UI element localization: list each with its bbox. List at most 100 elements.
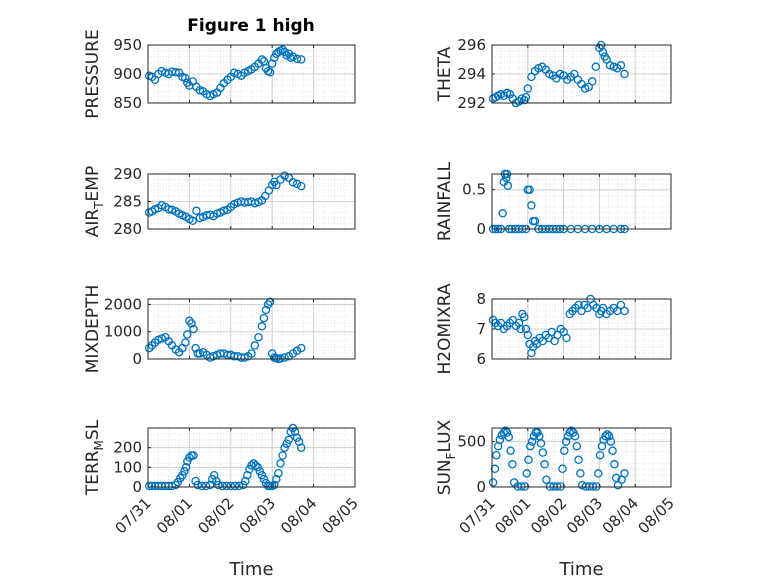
data-point [595, 450, 605, 460]
data-point [610, 460, 619, 469]
y-axis-label: AIRTEMP [83, 166, 106, 237]
y-axis-label: SUNFLUX [435, 419, 458, 495]
y-tick-label: 6 [476, 350, 486, 368]
data-point [492, 450, 501, 460]
data-point [501, 426, 510, 435]
data-point [576, 469, 585, 478]
y-tick-label: 285 [113, 193, 142, 211]
data-point [278, 451, 287, 460]
x-tick-label: 08/02 [527, 494, 570, 537]
data-point [503, 181, 513, 191]
data-point [197, 481, 207, 491]
data-point [284, 435, 294, 445]
data-point [536, 439, 546, 448]
data-point [181, 338, 190, 347]
data-point [526, 441, 535, 451]
y-axis-label: TERRMSL [83, 419, 106, 496]
data-point [542, 475, 551, 484]
data-point [171, 68, 180, 77]
data-point [527, 348, 536, 358]
data-point [616, 61, 626, 70]
data-point [185, 453, 194, 462]
data-point [218, 481, 227, 491]
x-tick-label: 08/03 [563, 494, 606, 537]
data-point [292, 433, 302, 443]
data-point [157, 334, 166, 343]
data-point [508, 460, 517, 469]
data-point [144, 481, 154, 491]
axes-frame [147, 427, 356, 488]
data-point [259, 474, 269, 484]
data-point [521, 92, 531, 102]
x-tick-label: 07/31 [112, 494, 155, 537]
subplot-8: 0 500SUNFLUX07/3108/0108/0208/0308/0408/0… [435, 419, 678, 580]
data-point [272, 180, 281, 190]
data-point [229, 68, 239, 78]
data-point [296, 181, 306, 191]
y-axis-label: THETA [435, 46, 455, 102]
data-point [267, 59, 277, 68]
data-point [280, 171, 289, 180]
data-point [604, 431, 614, 441]
data-point [192, 206, 201, 216]
data-point [292, 346, 302, 356]
data-point [205, 480, 215, 490]
data-point [540, 460, 549, 469]
data-point [189, 451, 198, 460]
x-tick-label: 08/03 [236, 494, 279, 537]
data-point [502, 428, 512, 437]
axes-frame [491, 427, 672, 488]
data-point [261, 305, 271, 315]
data-point [561, 437, 571, 446]
x-tick-label: 08/04 [277, 494, 320, 537]
data-point [504, 432, 514, 442]
subplot-4: 0 0.5 RAINFALL [435, 161, 672, 241]
data-point [201, 481, 211, 491]
data-point [608, 446, 617, 455]
y-tick-label: 950 [113, 36, 142, 54]
data-point [292, 179, 302, 189]
y-tick-label: 292 [457, 94, 486, 112]
y-axis-label: H2OMIXRA [435, 283, 455, 374]
data-point [516, 324, 525, 334]
y-axis-label: RAINFALL [435, 161, 455, 241]
y-axis-label: PRESSURE [83, 29, 103, 118]
data-point [530, 216, 540, 226]
data-point [519, 312, 529, 322]
y-tick-label: 0.5 [462, 181, 486, 199]
axes-frame [147, 298, 356, 360]
data-point [259, 313, 269, 323]
data-point [294, 437, 304, 447]
data-point [506, 446, 515, 455]
data-point [270, 53, 279, 63]
y-tick-label: 1000 [104, 323, 142, 341]
data-point [180, 467, 189, 476]
data-point [570, 431, 580, 441]
data-point [187, 319, 196, 328]
data-point [278, 45, 287, 54]
data-point [498, 209, 507, 218]
x-tick-label: 08/05 [319, 494, 362, 537]
y-axis-label: MIXDEPTH [83, 285, 103, 374]
data-point [183, 330, 192, 339]
data-point [214, 480, 223, 490]
data-point [620, 469, 629, 478]
data-point [250, 341, 260, 350]
y-tick-label: 900 [113, 65, 142, 83]
data-point [274, 468, 283, 478]
data-point [527, 201, 536, 210]
x-tick-label: 08/02 [194, 494, 237, 537]
y-tick-label: 0 [476, 220, 486, 238]
data-point [594, 469, 603, 478]
data-point [280, 443, 289, 452]
x-tick-label: 08/01 [153, 494, 196, 537]
y-tick-label: 200 [113, 439, 142, 457]
data-point [620, 69, 629, 79]
data-point [296, 343, 306, 353]
data-point [523, 84, 533, 93]
x-tick-label: 08/01 [491, 494, 534, 537]
subplot-1: 850 900 950 PRESSURE [83, 29, 356, 119]
